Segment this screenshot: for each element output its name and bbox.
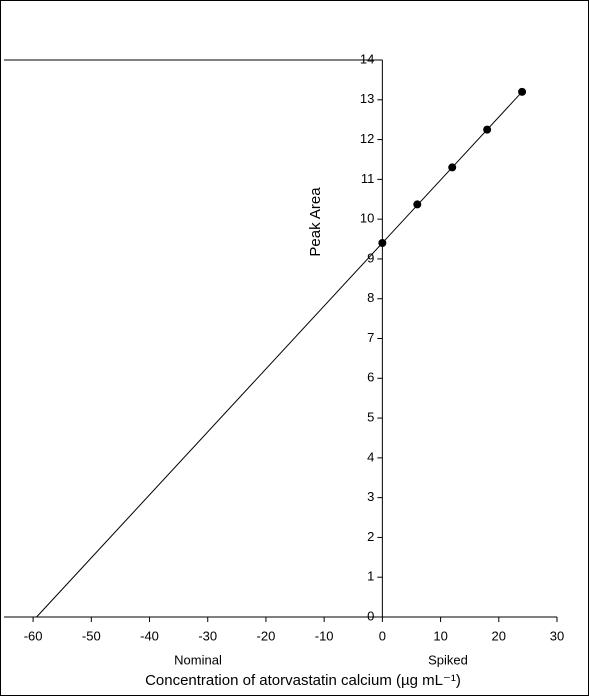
y-tick-label: 2	[367, 529, 374, 544]
annotation: Nominal	[174, 652, 222, 667]
y-tick-label: 3	[367, 489, 374, 504]
data-point	[378, 239, 387, 248]
y-tick-label: 9	[367, 250, 374, 265]
y-tick-label: 14	[360, 51, 374, 66]
x-tick-label: -40	[140, 628, 159, 643]
y-tick-label: 7	[367, 330, 374, 345]
x-tick-label: -10	[315, 628, 334, 643]
x-tick-label: -60	[24, 628, 43, 643]
data-point	[483, 125, 492, 134]
x-tick-label: -20	[257, 628, 276, 643]
data-point	[518, 87, 527, 96]
x-tick-label: -50	[82, 628, 101, 643]
regression-line	[36, 91, 523, 618]
x-tick-label: 10	[433, 628, 447, 643]
y-tick-label: 11	[361, 171, 375, 186]
y-tick-label: 0	[367, 608, 374, 623]
y-tick-label: 1	[367, 569, 374, 584]
x-axis-label: Concentration of atorvastatin calcium (µ…	[145, 672, 461, 689]
annotation: Spiked	[428, 652, 468, 667]
y-tick-label: 4	[367, 449, 374, 464]
x-tick-label: -30	[198, 628, 217, 643]
y-axis-label: Peak Area	[307, 187, 324, 257]
y-tick-label: 12	[360, 131, 374, 146]
y-tick-label: 13	[360, 91, 374, 106]
x-tick-label: 0	[379, 628, 386, 643]
x-tick-label: 20	[492, 628, 506, 643]
y-tick-label: 5	[367, 410, 374, 425]
data-point	[413, 200, 422, 209]
y-tick-label: 8	[367, 290, 374, 305]
x-tick-label: 30	[550, 628, 564, 643]
data-point	[448, 163, 457, 172]
y-tick-label: 10	[360, 211, 374, 226]
y-tick-label: 6	[367, 370, 374, 385]
